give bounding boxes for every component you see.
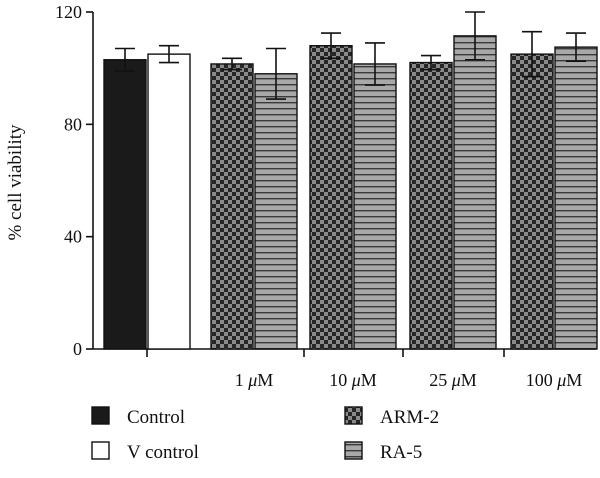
bars (103, 35, 598, 350)
x-tick-label-100-m: 100 μM (526, 370, 583, 390)
axes: 0 40 80 120 1 μM 10 μM 25 μM 100 μM % cell via… (5, 2, 596, 390)
legend-swatch-ra-5 (344, 441, 363, 460)
error-bar-10-m-ra-5 (365, 42, 385, 86)
legend-item-control: Control (91, 406, 185, 428)
bar-100-m-ra-5 (554, 46, 598, 350)
bar-100-m-arm-2 (510, 53, 554, 350)
legend-swatch-arm-2 (344, 406, 363, 425)
error-bar-1-m-ra-5 (266, 47, 286, 100)
x-ticks: 1 μM 10 μM 25 μM 100 μM (146, 349, 583, 390)
bar-10-m-arm-2 (309, 45, 353, 350)
legend-label-arm-2: ARM-2 (380, 407, 439, 428)
error-bar-100-m-arm-2 (522, 30, 542, 78)
legend: Control ARM-2 V control RA-5 (91, 406, 439, 463)
legend-item-arm-2: ARM-2 (344, 406, 439, 428)
legend-label-v-control: V control (127, 442, 199, 463)
bar-v-control (147, 53, 191, 350)
legend-item-v-control: V control (91, 441, 199, 463)
legend-item-ra-5: RA-5 (344, 441, 422, 463)
error-bar-100-m-ra-5 (566, 32, 586, 62)
x-tick-label-1-m: 1 μM (235, 370, 274, 390)
error-bars (115, 11, 586, 100)
x-tick-label-25-m: 25 μM (429, 370, 477, 390)
x-tick-label-10-m: 10 μM (329, 370, 377, 390)
error-bar-control (115, 47, 135, 72)
legend-swatch-v-control (91, 441, 110, 460)
bar-25-m-ra-5 (453, 35, 497, 350)
y-ticks: 0 40 80 120 (55, 2, 93, 359)
bar-1-m-arm-2 (210, 63, 254, 350)
error-bar-v-control (159, 44, 179, 64)
bar-25-m-arm-2 (409, 61, 453, 350)
error-bar-1-m-arm-2 (222, 57, 242, 71)
y-tick-label-80: 80 (64, 114, 82, 134)
bar-1-m-ra-5 (254, 73, 298, 350)
error-bar-25-m-ra-5 (465, 11, 485, 61)
bar-control (103, 59, 147, 350)
y-tick-label-40: 40 (64, 227, 82, 247)
y-tick-label-120: 120 (55, 2, 82, 22)
legend-label-ra-5: RA-5 (380, 442, 422, 463)
error-bar-25-m-arm-2 (421, 54, 441, 71)
legend-swatch-control (91, 406, 110, 425)
y-tick-label-0: 0 (73, 339, 82, 359)
legend-label-control: Control (127, 407, 185, 428)
y-axis-label: % cell viability (5, 124, 26, 241)
bar-10-m-ra-5 (353, 63, 397, 350)
error-bar-10-m-arm-2 (321, 32, 341, 60)
